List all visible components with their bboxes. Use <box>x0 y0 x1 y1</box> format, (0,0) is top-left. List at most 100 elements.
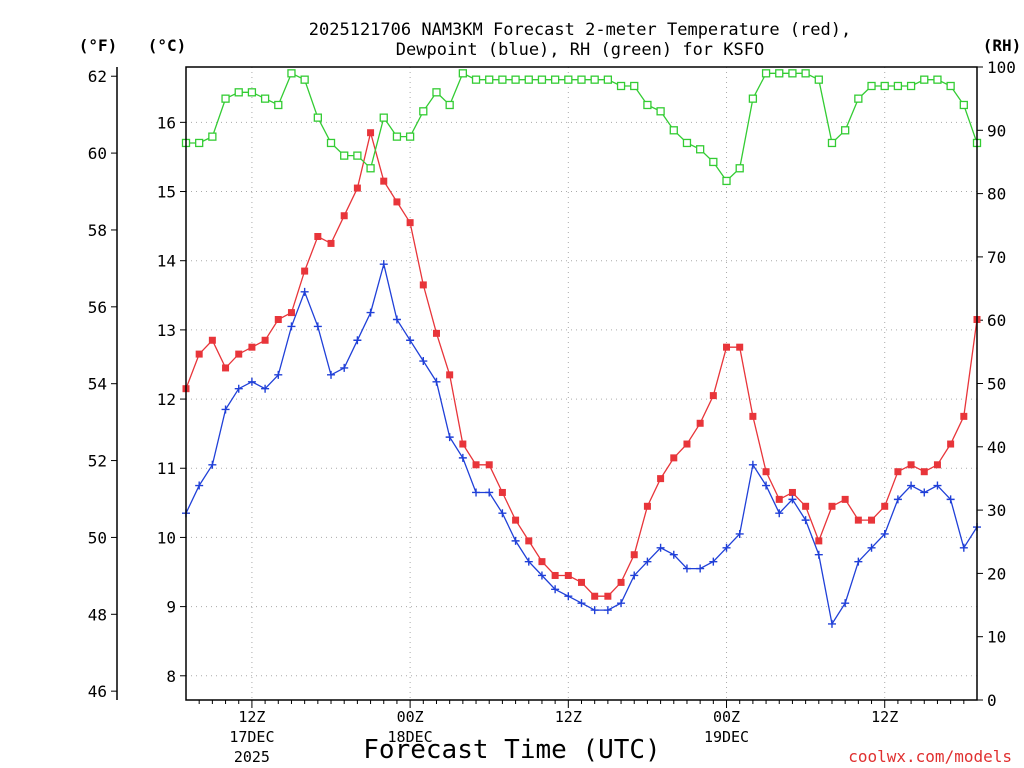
rh-point <box>748 94 758 103</box>
rh-point <box>195 138 204 148</box>
dewpoint-point <box>946 495 955 504</box>
rh-tick-label: 50 <box>987 375 1006 394</box>
temperature-point <box>604 592 612 600</box>
temperature-point <box>353 184 361 192</box>
time-tick-label: 12Z <box>871 708 898 726</box>
time-tick-date-label: 18DEC <box>388 728 433 746</box>
rh-point <box>458 69 468 78</box>
dewpoint-point <box>630 571 639 580</box>
time-tick-label: 12Z <box>238 708 265 726</box>
temperature-point <box>947 440 955 448</box>
fahrenheit-tick-label: 52 <box>88 452 107 471</box>
temperature-point <box>643 502 651 510</box>
temperature-point <box>340 212 348 220</box>
fahrenheit-axis: 46 48 50 52 54 56 58 60 62 <box>88 67 118 701</box>
dewpoint-point <box>327 370 336 379</box>
rh-tick-label: 40 <box>987 438 1006 457</box>
temperature-point <box>907 461 915 469</box>
rh-point <box>854 94 863 103</box>
dewpoint-point <box>735 529 744 538</box>
rh-point <box>313 113 322 122</box>
dewpoint-point <box>775 509 784 518</box>
temperature-point <box>525 537 533 545</box>
dewpoint-point <box>445 433 454 442</box>
dewpoint-point <box>643 557 652 566</box>
celsius-tick-label: 11 <box>157 459 176 478</box>
dewpoint-point <box>498 509 507 518</box>
rh-point <box>682 138 692 148</box>
dewpoint-line <box>185 264 978 626</box>
dewpoint-point <box>920 488 929 497</box>
dewpoint-point <box>313 322 322 331</box>
dewpoint-point <box>537 571 546 580</box>
dewpoint-point <box>880 529 889 538</box>
rh-point <box>471 75 481 84</box>
dewpoint-point <box>682 564 691 573</box>
dewpoint-point <box>854 557 863 566</box>
rh-point <box>696 145 705 154</box>
temperature-point <box>775 495 783 503</box>
temperature-point <box>736 343 744 351</box>
temperature-point <box>419 281 427 289</box>
rh-point <box>577 75 586 84</box>
rh-point <box>788 69 797 78</box>
dewpoint-point <box>788 495 797 504</box>
temperature-point <box>446 371 454 379</box>
rh-point <box>867 81 876 91</box>
rh-point <box>920 75 929 84</box>
rh-tick-label: 60 <box>987 311 1006 330</box>
credit-text: coolwx.com/models <box>848 747 1012 766</box>
rh-point <box>722 176 731 186</box>
temperature-point <box>564 571 572 579</box>
dewpoint-point <box>893 495 902 504</box>
rh-point <box>419 107 428 116</box>
rh-tick-label: 100 <box>987 58 1016 77</box>
time-tick-label: 12Z <box>555 708 582 726</box>
dewpoint-point <box>696 564 705 573</box>
rh-point <box>445 100 454 110</box>
fahrenheit-tick-label: 54 <box>88 375 107 394</box>
temperature-point <box>815 537 823 545</box>
celsius-tick-label: 15 <box>157 183 176 202</box>
rh-point <box>287 69 296 78</box>
temperature-point <box>670 454 678 462</box>
temperature-point <box>235 350 243 358</box>
fahrenheit-tick-label: 46 <box>88 682 107 701</box>
time-tick-label: 00Z <box>713 708 740 726</box>
dewpoint-point <box>208 460 217 469</box>
rh-point <box>893 81 903 91</box>
temperature-point <box>472 461 480 469</box>
rh-tick-label: 90 <box>987 121 1006 140</box>
rh-point <box>709 157 718 167</box>
rh-point <box>656 107 665 116</box>
temperature-point <box>762 468 770 476</box>
dewpoint-point <box>617 599 626 608</box>
dewpoint-point <box>801 516 810 525</box>
temperature-point <box>538 558 546 566</box>
time-axis: 12Z 17DEC 2025 00Z 18DEC 12Z 00Z 19DEC 12Z <box>198 700 965 766</box>
rh-point <box>827 138 837 148</box>
rh-point <box>392 132 402 141</box>
dewpoint-point <box>656 543 665 552</box>
chart-title: 2025121706 NAM3KM Forecast 2-meter Tempe… <box>309 20 851 40</box>
temperature-point <box>485 461 493 469</box>
temperature-point <box>222 364 230 372</box>
temperature-point <box>630 551 638 559</box>
rh-point <box>405 132 415 141</box>
temperature-point <box>617 578 625 586</box>
dewpoint-point <box>669 550 678 559</box>
rh-point <box>221 94 230 103</box>
rh-point <box>801 69 810 78</box>
temperature-point <box>327 239 335 247</box>
rh-point <box>603 75 613 84</box>
rh-point <box>669 126 678 135</box>
celsius-unit-label: (°C) <box>148 36 187 55</box>
temperature-point <box>828 502 836 510</box>
temperature-point <box>287 309 295 317</box>
dewpoint-point <box>564 592 573 601</box>
dewpoint-point <box>406 336 415 345</box>
temperature-point <box>393 198 401 206</box>
temperature-point <box>933 461 941 469</box>
fahrenheit-tick-label: 50 <box>88 528 107 547</box>
